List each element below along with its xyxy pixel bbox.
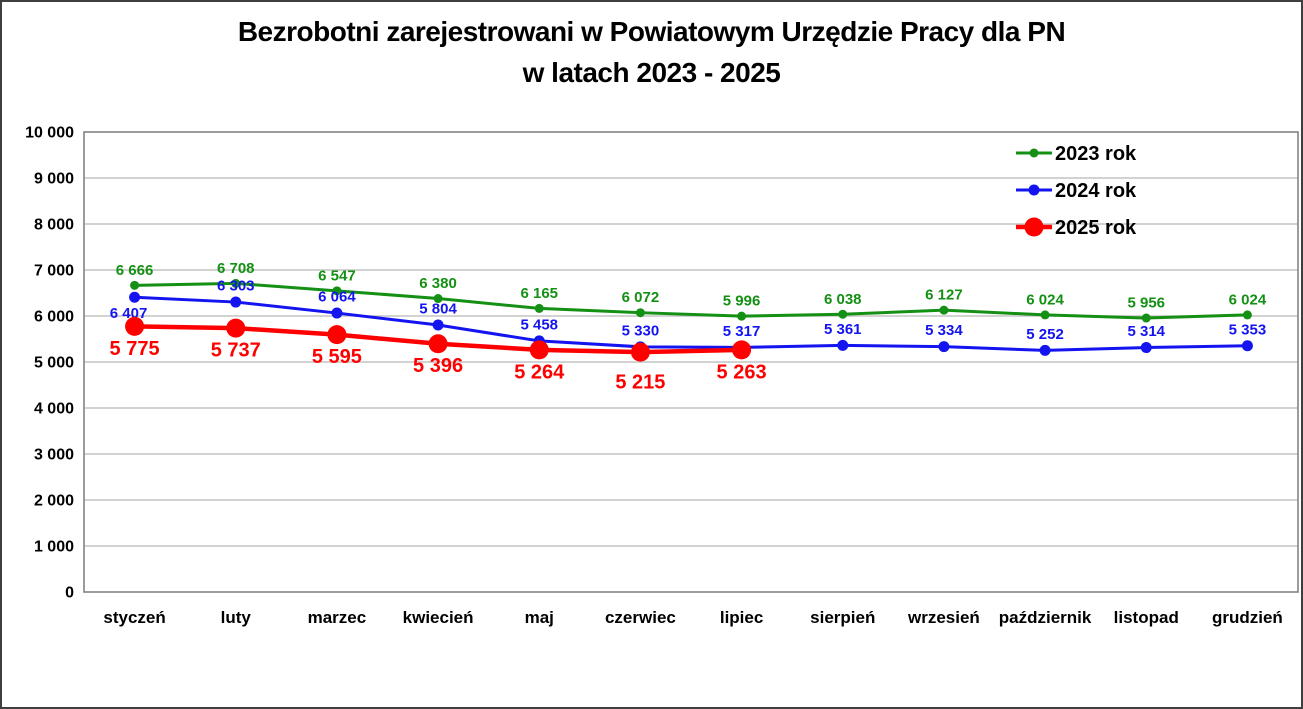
- data-label: 6 038: [824, 291, 862, 308]
- legend-swatch-marker: [1029, 148, 1039, 158]
- data-label: 5 353: [1229, 321, 1267, 338]
- data-label: 5 458: [520, 316, 558, 333]
- data-label: 6 708: [217, 260, 255, 277]
- data-label: 5 330: [622, 322, 660, 339]
- data-label: 6 666: [116, 262, 154, 279]
- data-label: 5 737: [211, 339, 261, 361]
- data-label: 5 317: [723, 323, 761, 340]
- x-axis-label: listopad: [1114, 608, 1179, 627]
- x-axis-label: wrzesień: [907, 608, 980, 627]
- data-label: 5 314: [1127, 323, 1165, 340]
- x-axis-label: sierpień: [810, 608, 875, 627]
- legend-label: 2025 rok: [1055, 217, 1137, 239]
- x-axis-label: kwiecień: [403, 608, 474, 627]
- x-axis-label: czerwiec: [605, 608, 676, 627]
- data-label: 5 775: [110, 338, 160, 360]
- y-axis-label: 1 000: [34, 539, 74, 556]
- legend-label: 2024 rok: [1055, 180, 1137, 202]
- data-point: [226, 318, 246, 338]
- data-point: [1141, 313, 1151, 323]
- data-point: [630, 342, 650, 362]
- x-axis-label: lipiec: [720, 608, 763, 627]
- x-axis-label: październik: [999, 608, 1092, 627]
- data-label: 5 996: [723, 293, 761, 310]
- x-axis-label: grudzień: [1212, 608, 1283, 627]
- data-point: [428, 334, 448, 354]
- data-label: 5 334: [925, 322, 963, 339]
- data-point: [125, 316, 145, 336]
- x-axis-label: maj: [525, 608, 554, 627]
- data-label: 5 361: [824, 321, 862, 338]
- y-axis-label: 9 000: [34, 171, 74, 188]
- data-label: 6 024: [1229, 291, 1267, 308]
- series-line-2023-rok: [133, 281, 1249, 320]
- data-point: [534, 303, 544, 313]
- plot-area-border: [83, 131, 1299, 593]
- chart-title-line2: w latach 2023 - 2025: [522, 57, 781, 88]
- chart-title-line1: Bezrobotni zarejestrowani w Powiatowym U…: [237, 16, 1066, 47]
- data-label: 6 380: [419, 275, 457, 292]
- data-label: 5 804: [419, 301, 457, 318]
- data-point: [1140, 342, 1152, 354]
- data-point: [635, 308, 645, 318]
- y-axis-label: 3 000: [34, 447, 74, 464]
- data-label: 5 396: [413, 355, 463, 377]
- data-point: [939, 305, 949, 315]
- data-label: 5 956: [1127, 295, 1165, 312]
- y-axis-label: 10 000: [25, 125, 74, 142]
- data-point: [1040, 310, 1050, 320]
- data-label: 5 263: [717, 361, 767, 383]
- data-point: [332, 286, 342, 296]
- data-label: 5 264: [514, 361, 565, 383]
- data-label: 6 127: [925, 287, 963, 304]
- data-label: 6 303: [217, 278, 255, 295]
- data-label: 5 215: [615, 372, 665, 394]
- x-axis-label: marzec: [308, 608, 367, 627]
- data-label: 6 165: [520, 285, 558, 302]
- data-point: [737, 311, 747, 321]
- data-label: 6 024: [1026, 291, 1064, 308]
- data-point: [837, 339, 849, 351]
- data-label: 6 547: [318, 267, 356, 284]
- x-axis-label: styczeń: [103, 608, 165, 627]
- data-label: 6 072: [622, 289, 660, 306]
- data-point: [1241, 340, 1253, 352]
- y-axis-label: 2 000: [34, 493, 74, 510]
- data-point: [838, 309, 848, 319]
- data-point: [529, 340, 549, 360]
- legend-swatch-marker: [1024, 217, 1044, 237]
- data-point: [1242, 310, 1252, 320]
- y-axis-label: 7 000: [34, 263, 74, 280]
- data-point: [433, 294, 443, 304]
- data-point: [129, 291, 141, 303]
- y-axis-label: 4 000: [34, 401, 74, 418]
- data-point: [938, 341, 950, 353]
- data-label: 6 064: [318, 289, 356, 306]
- legend-label: 2023 rok: [1055, 143, 1137, 165]
- data-label: 5 252: [1026, 326, 1064, 343]
- x-axis-label: luty: [221, 608, 252, 627]
- legend-swatch-marker: [1028, 184, 1040, 196]
- y-axis-label: 6 000: [34, 309, 74, 326]
- data-point: [130, 280, 140, 290]
- data-point: [432, 319, 444, 331]
- data-point: [1039, 344, 1051, 356]
- y-axis-label: 8 000: [34, 217, 74, 234]
- data-point: [231, 278, 241, 288]
- data-point: [327, 325, 347, 345]
- data-label: 5 595: [312, 346, 362, 368]
- y-axis-label: 5 000: [34, 355, 74, 372]
- data-point: [230, 296, 242, 308]
- series-line-2024-rok: [133, 295, 1249, 352]
- y-axis-label: 0: [65, 585, 74, 602]
- data-point: [732, 340, 752, 360]
- data-point: [331, 307, 343, 319]
- chart-title: Bezrobotni zarejestrowani w Powiatowym U…: [2, 11, 1301, 93]
